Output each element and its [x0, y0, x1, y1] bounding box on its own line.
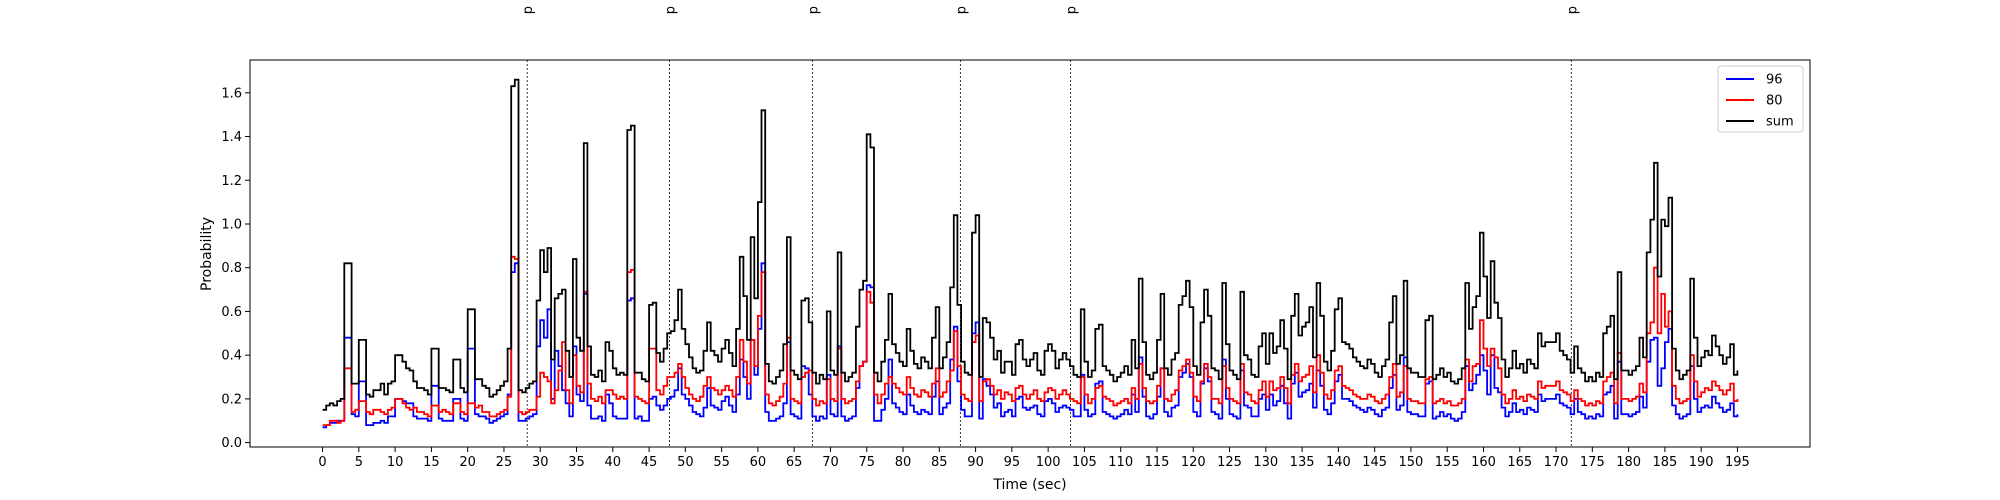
x-tick-label-160: 160	[1471, 455, 1496, 470]
y-tick-label-0.2: 0.2	[221, 392, 242, 407]
x-tick-label-105: 105	[1072, 455, 1097, 470]
x-tick-label-85: 85	[931, 455, 948, 470]
event-marker-label-5: p	[1565, 6, 1580, 14]
series-line-96	[322, 262, 1739, 429]
y-axis-label: Probability	[199, 217, 215, 291]
x-tick-label-40: 40	[605, 455, 622, 470]
x-tick-label-55: 55	[713, 455, 730, 470]
x-tick-label-185: 185	[1652, 455, 1677, 470]
x-tick-label-180: 180	[1616, 455, 1641, 470]
y-tick-label-0.0: 0.0	[221, 436, 242, 451]
x-tick-label-30: 30	[532, 455, 549, 470]
x-tick-label-90: 90	[967, 455, 984, 470]
legend-label-80: 80	[1766, 94, 1783, 109]
event-marker-label-3: p	[954, 6, 969, 14]
x-tick-label-145: 145	[1362, 455, 1387, 470]
y-tick-label-1.0: 1.0	[221, 217, 242, 232]
x-tick-label-135: 135	[1290, 455, 1315, 470]
y-tick-label-0.8: 0.8	[221, 261, 242, 276]
x-tick-label-125: 125	[1217, 455, 1242, 470]
x-tick-label-15: 15	[423, 455, 440, 470]
event-marker-label-4: p	[1065, 6, 1080, 14]
series-line-80	[322, 255, 1739, 426]
x-tick-label-65: 65	[786, 455, 803, 470]
y-tick-label-0.6: 0.6	[221, 305, 242, 320]
series-line-sum	[322, 78, 1739, 411]
legend-label-sum: sum	[1766, 115, 1794, 130]
x-tick-label-170: 170	[1544, 455, 1569, 470]
x-tick-label-25: 25	[496, 455, 513, 470]
x-tick-label-155: 155	[1435, 455, 1460, 470]
x-tick-label-195: 195	[1725, 455, 1750, 470]
x-tick-label-50: 50	[677, 455, 694, 470]
series-lines	[322, 78, 1739, 429]
x-tick-label-10: 10	[387, 455, 404, 470]
plot-frame	[249, 59, 1811, 448]
x-tick-label-165: 165	[1507, 455, 1532, 470]
x-tick-label-150: 150	[1399, 455, 1424, 470]
event-marker-label-2: p	[806, 6, 821, 14]
x-tick-label-190: 190	[1689, 455, 1714, 470]
x-tick-label-100: 100	[1036, 455, 1061, 470]
x-tick-label-80: 80	[895, 455, 912, 470]
x-tick-label-20: 20	[459, 455, 476, 470]
x-tick-label-60: 60	[750, 455, 767, 470]
y-tick-label-1.4: 1.4	[221, 130, 242, 145]
x-tick-label-5: 5	[355, 455, 363, 470]
x-tick-label-130: 130	[1253, 455, 1278, 470]
x-tick-label-95: 95	[1004, 455, 1021, 470]
x-tick-label-0: 0	[318, 455, 326, 470]
x-tick-label-70: 70	[822, 455, 839, 470]
event-marker-label-0: p	[521, 6, 536, 14]
x-tick-label-140: 140	[1326, 455, 1351, 470]
y-tick-label-1.2: 1.2	[221, 174, 242, 189]
legend-label-96: 96	[1766, 73, 1783, 88]
y-tick-label-1.6: 1.6	[221, 86, 242, 101]
y-tick-label-0.4: 0.4	[221, 349, 242, 364]
legend-box	[1717, 65, 1804, 133]
x-tick-label-35: 35	[568, 455, 585, 470]
x-tick-label-120: 120	[1181, 455, 1206, 470]
x-tick-label-115: 115	[1145, 455, 1170, 470]
x-tick-label-45: 45	[641, 455, 658, 470]
x-axis-ticks: 0 5 10 15 20 25 30 35 40 45 50 55 60 65 70 75 80 85 90 95 10…	[318, 447, 1750, 470]
x-tick-label-75: 75	[858, 455, 875, 470]
x-tick-label-175: 175	[1580, 455, 1605, 470]
x-tick-label-110: 110	[1108, 455, 1133, 470]
x-axis-label: Time (sec)	[992, 477, 1066, 493]
y-axis-ticks: 0.0 0.2 0.4 0.6 0.8 1.0 1.2 1.4 1.6	[221, 86, 250, 451]
legend: 96 80 sum	[1717, 65, 1804, 133]
event-marker-label-1: p	[663, 6, 678, 14]
